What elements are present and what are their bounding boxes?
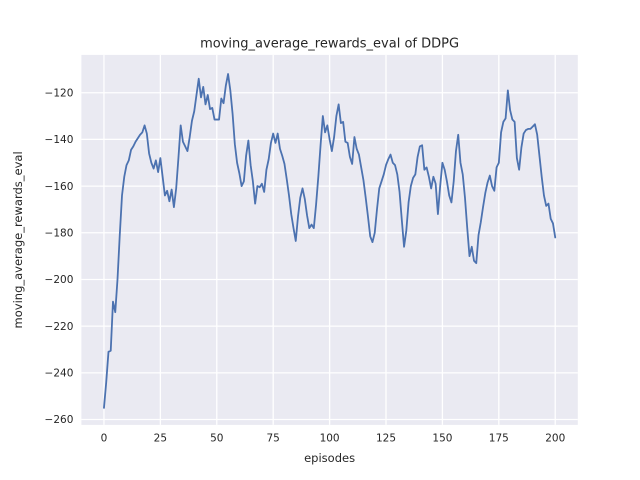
x-tick-label: 75 — [267, 432, 280, 444]
chart-title: moving_average_rewards_eval of DDPG — [200, 37, 459, 52]
y-tick-label: −160 — [45, 181, 74, 193]
x-tick-label: 175 — [489, 432, 509, 444]
y-tick-label: −200 — [45, 274, 74, 286]
x-tick-label: 0 — [101, 432, 108, 444]
y-tick-label: −120 — [45, 87, 74, 99]
x-tick-label: 100 — [320, 432, 340, 444]
x-tick-label: 25 — [154, 432, 167, 444]
x-axis-tick-labels: 0 25 50 75 100 125 150 175 200 — [101, 432, 566, 444]
y-axis-label: moving_average_rewards_eval — [11, 151, 25, 328]
x-tick-label: 125 — [376, 432, 396, 444]
x-tick-label: 150 — [432, 432, 452, 444]
series-line — [103, 73, 557, 409]
y-tick-label: −140 — [45, 134, 74, 146]
x-tick-label: 50 — [210, 432, 223, 444]
x-axis-label: episodes — [304, 451, 355, 465]
y-axis-tick-labels: −120 −140 −160 −180 −200 −220 −240 −260 — [45, 87, 74, 426]
y-tick-label: −220 — [45, 321, 74, 333]
x-tick-label: 200 — [545, 432, 565, 444]
y-tick-label: −180 — [45, 227, 74, 239]
y-tick-label: −240 — [45, 368, 74, 380]
y-tick-label: −260 — [45, 414, 74, 426]
